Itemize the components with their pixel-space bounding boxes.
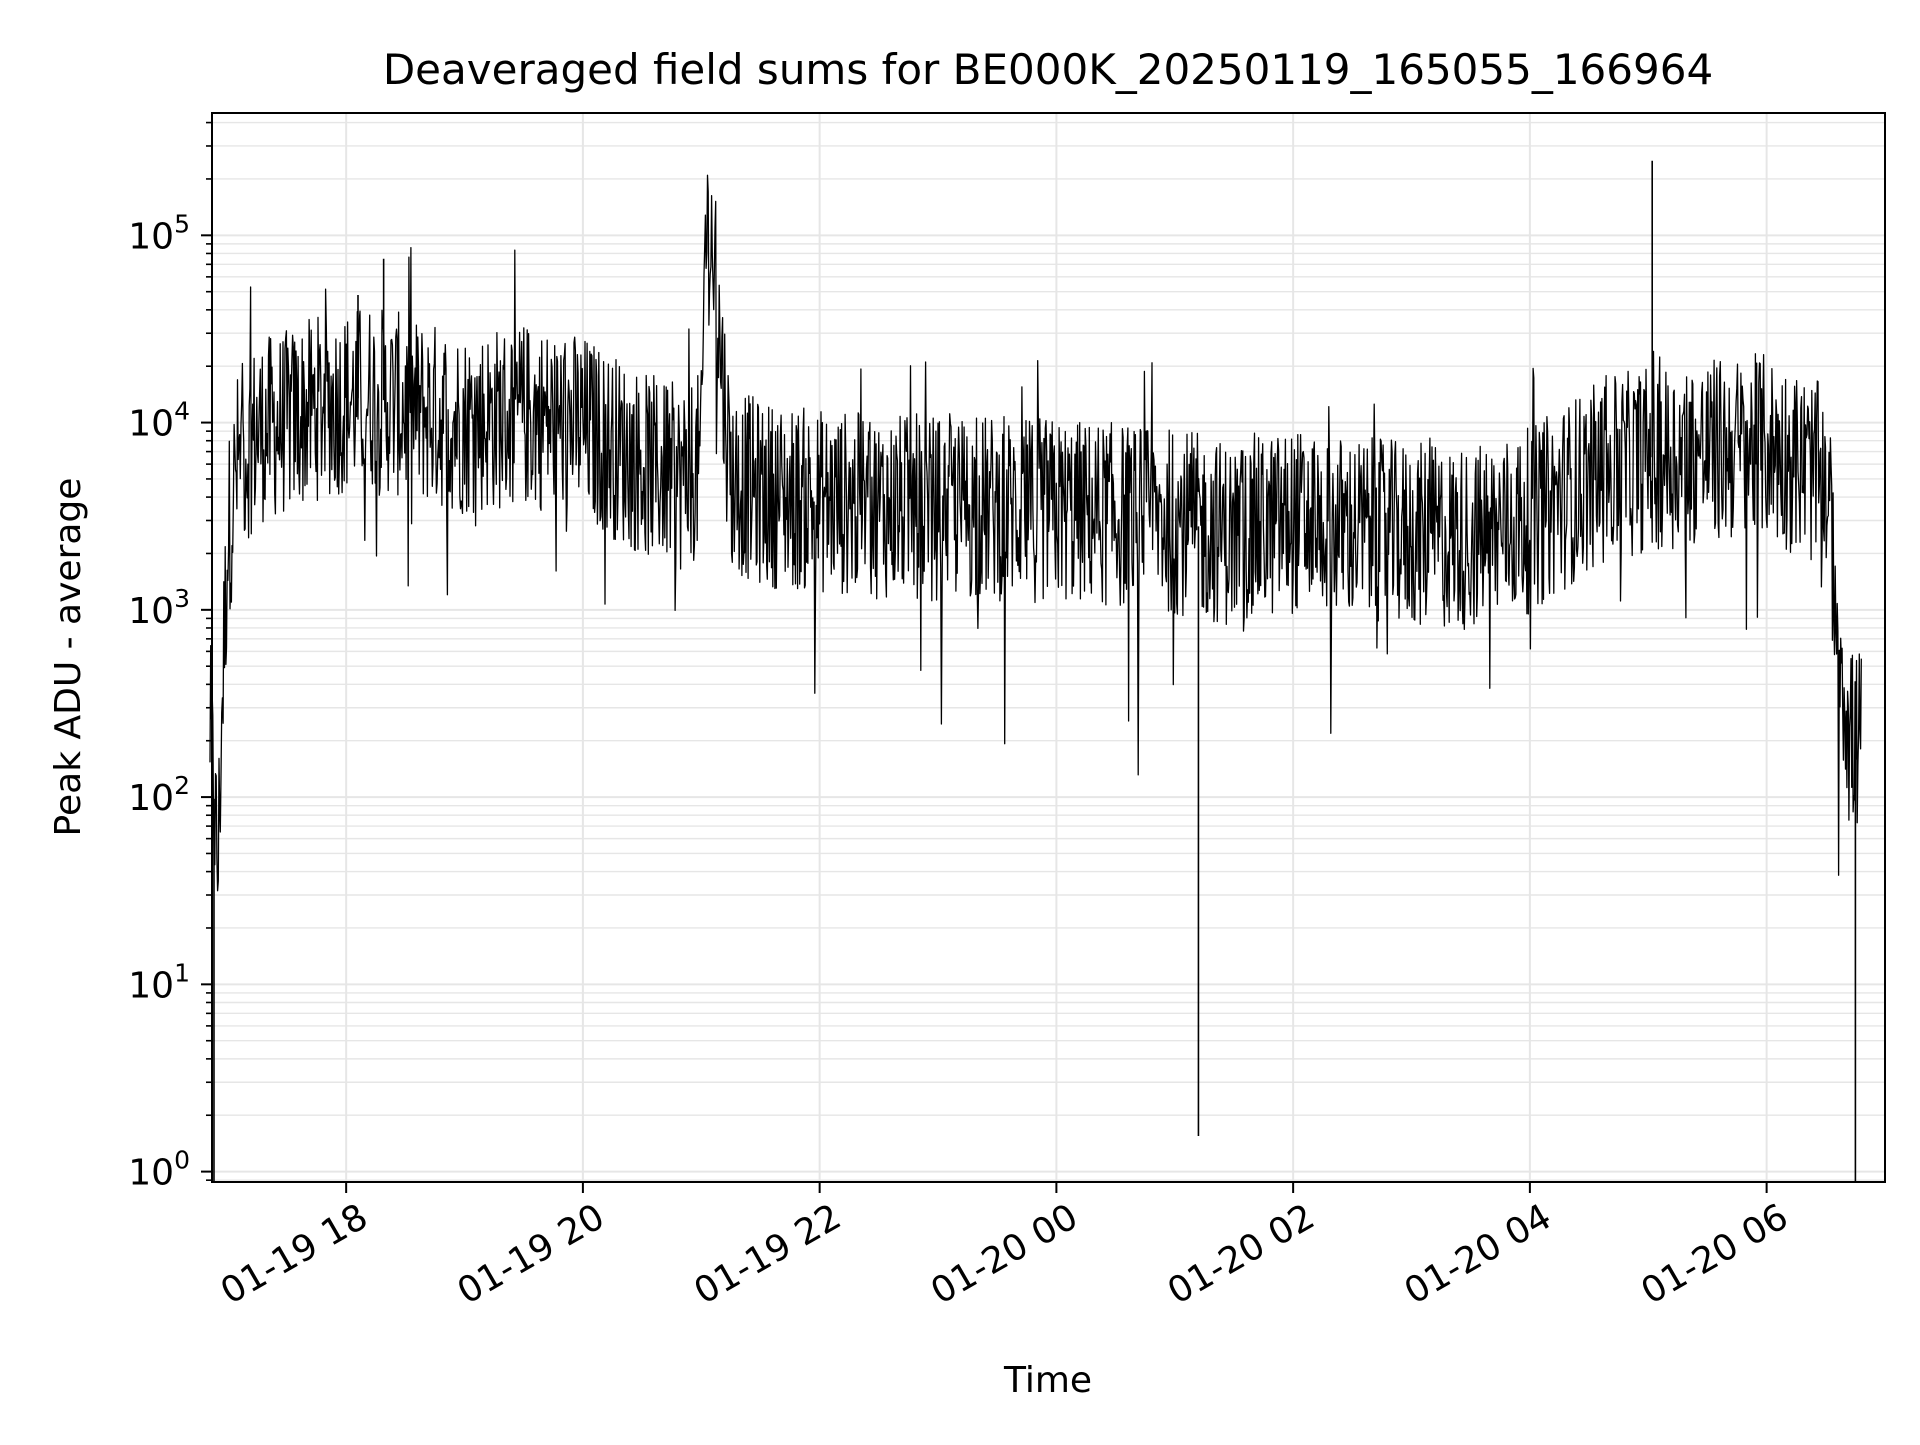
y-tick-label: 101 xyxy=(128,958,190,1006)
y-tick-label: 102 xyxy=(128,771,190,819)
y-tick-label: 103 xyxy=(128,584,190,632)
plot-frame xyxy=(211,112,1886,1183)
series-layer xyxy=(209,160,1862,1182)
y-axis-label: Peak ADU - average xyxy=(48,478,89,837)
y-tick-label: 100 xyxy=(128,1146,190,1194)
chart-title: Deaveraged field sums for BE000K_2025011… xyxy=(383,45,1713,94)
y-tick-label: 104 xyxy=(128,397,190,445)
y-tick-label: 105 xyxy=(128,209,190,257)
x-axis-label: Time xyxy=(1003,1360,1092,1401)
grid-layer xyxy=(212,113,1885,1182)
series-line xyxy=(209,174,1862,892)
